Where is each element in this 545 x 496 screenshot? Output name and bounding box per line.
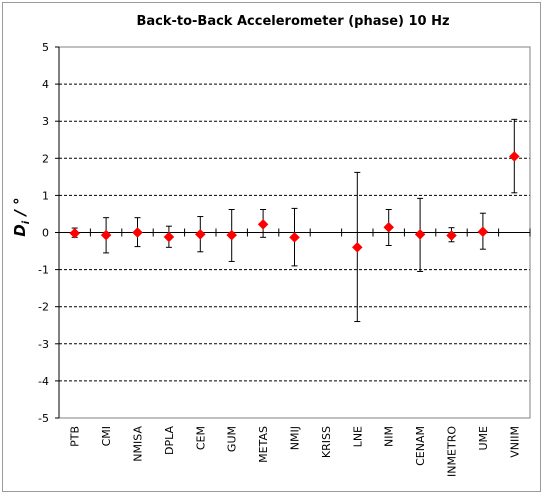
y-axis-label-symbol: D (11, 224, 29, 236)
x-tick-label: LNE (351, 426, 364, 447)
data-point (508, 151, 520, 162)
x-tick-label: GUM (226, 426, 239, 452)
y-axis-label-unit: / ° (11, 197, 29, 220)
data-point (414, 229, 426, 240)
data-point (226, 229, 238, 241)
x-tick-label: KRISS (320, 426, 333, 458)
y-axis-label: Di / ° (11, 197, 32, 236)
y-tick-label: 3 (42, 115, 49, 128)
x-tick-label: NMISA (132, 426, 145, 462)
y-tick-label: -2 (38, 301, 49, 314)
data-point (194, 229, 206, 240)
data-point (383, 221, 395, 233)
y-tick-label: -3 (38, 338, 49, 351)
x-tick-label: NMIJ (289, 426, 302, 450)
chart-title: Back-to-Back Accelerometer (phase) 10 Hz (136, 14, 449, 29)
x-tick-label: VNIIM (508, 426, 521, 458)
data-point (69, 227, 81, 239)
y-tick-label: 1 (42, 189, 49, 202)
x-axis: PTB CMI NMISA DPLA CEM GUM METAS NMIJ KRISS LNE NI… (58, 228, 531, 477)
data-point (100, 229, 112, 241)
data-point (477, 226, 489, 238)
x-tick-label: INMETRO (446, 426, 459, 477)
y-tick-label: -4 (38, 375, 49, 388)
y-tick-label: 0 (42, 227, 49, 240)
y-tick-label: -1 (38, 264, 49, 277)
x-tick-label: CMI (100, 426, 113, 446)
y-tick-label: 5 (42, 41, 49, 54)
x-tick-label: UME (477, 426, 490, 451)
x-tick-label: CEM (194, 426, 207, 450)
data-point (289, 231, 300, 243)
data-point (257, 218, 269, 230)
data-point (446, 230, 457, 241)
data-point (132, 227, 143, 238)
error-bars (71, 118, 518, 323)
data-point (351, 241, 363, 253)
data-points (69, 151, 520, 253)
y-tick-label: 2 (42, 152, 49, 165)
x-tick-label: DPLA (163, 426, 176, 455)
x-tick-label: NIM (383, 426, 396, 447)
chart-svg: Back-to-Back Accelerometer (phase) 10 Hz… (11, 14, 531, 477)
y-tick-label: -5 (38, 412, 49, 425)
x-tick-label: CENAM (414, 426, 427, 466)
y-tick-label: 4 (42, 78, 49, 91)
chart-frame: Back-to-Back Accelerometer (phase) 10 Hz… (2, 2, 541, 492)
x-tick-label: METAS (257, 426, 270, 463)
x-tick-label: PTB (69, 426, 82, 447)
y-axis-label-subscript: i (21, 220, 32, 224)
data-point (163, 231, 175, 243)
y-axis: 5 4 3 2 1 0 -1 -2 -3 -4 -5 (38, 41, 60, 425)
